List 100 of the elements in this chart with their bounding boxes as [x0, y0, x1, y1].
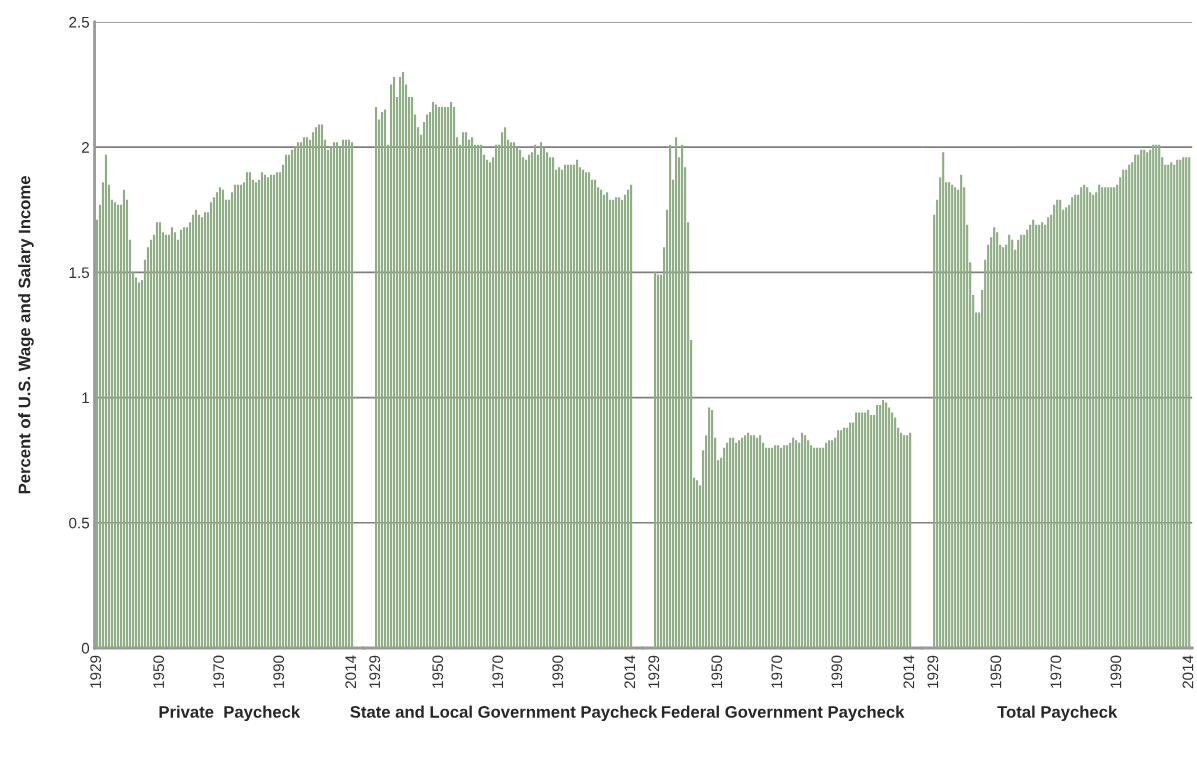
x-axis-title: Federal Government Paycheck [661, 705, 905, 722]
y-tick-label: 0 [81, 642, 90, 654]
bar [434, 104, 438, 648]
bar [1110, 187, 1113, 648]
bar [380, 112, 384, 648]
bar [630, 184, 633, 648]
bar [891, 412, 894, 648]
bar [569, 164, 573, 648]
bar [341, 139, 345, 648]
bar [164, 234, 168, 648]
bar [1173, 164, 1176, 648]
bar [804, 435, 807, 648]
bar [551, 157, 555, 648]
bar [296, 142, 300, 648]
bar [236, 184, 240, 648]
bar [350, 142, 354, 648]
bar [828, 440, 831, 648]
bar [1083, 184, 1086, 648]
bar [284, 154, 288, 648]
bar [1125, 169, 1128, 648]
bar [795, 440, 798, 648]
bar [675, 137, 678, 648]
bar [738, 440, 741, 648]
bar [575, 159, 579, 648]
bar [948, 182, 951, 648]
bar [527, 154, 531, 648]
bar [248, 172, 252, 648]
bar [572, 164, 576, 648]
bar [603, 194, 606, 648]
bar [753, 435, 756, 648]
bar [239, 184, 243, 648]
bar [560, 169, 564, 648]
bar [1074, 194, 1077, 648]
x-tick-label: 1950 [432, 655, 444, 688]
bar [494, 144, 498, 648]
bar [1023, 234, 1026, 648]
bar [1128, 164, 1131, 648]
bar [846, 427, 849, 648]
bar [461, 132, 465, 648]
bar [149, 239, 153, 648]
bar [272, 174, 276, 648]
bar [317, 124, 321, 648]
bar [392, 77, 396, 648]
bar [900, 432, 903, 648]
bar [843, 427, 846, 648]
bar [735, 442, 738, 648]
bar [410, 97, 414, 648]
bar [302, 137, 306, 648]
bar [290, 149, 294, 648]
bar [606, 192, 609, 648]
bar [732, 437, 735, 648]
x-tick-label: 1950 [990, 655, 1002, 688]
bar [245, 172, 249, 648]
bar [621, 199, 624, 648]
bar [182, 227, 186, 648]
x-tick-label: 1970 [1050, 655, 1062, 688]
x-axis-title: Total Paycheck [997, 705, 1118, 722]
x-tick-label: 1990 [831, 655, 843, 688]
x-tick-label: 2014 [345, 655, 357, 689]
x-axis-title: State and Local Government Paycheck [350, 705, 658, 722]
bar [1170, 162, 1173, 648]
bar [449, 102, 453, 648]
bar [539, 142, 543, 648]
bar [254, 182, 258, 648]
bar [584, 172, 588, 648]
bar [723, 447, 726, 648]
bar [1071, 197, 1074, 648]
bar [179, 229, 183, 648]
bar [1056, 199, 1059, 648]
bar [566, 164, 570, 648]
bar [750, 435, 753, 648]
bar [1134, 154, 1137, 648]
bar [437, 107, 441, 648]
x-tick-label: 1929 [927, 655, 939, 688]
x-tick-label: 1990 [273, 655, 285, 688]
bar [951, 184, 954, 648]
bar [305, 137, 309, 648]
bar [669, 144, 672, 648]
bar [726, 442, 729, 648]
bar [263, 174, 267, 648]
bar [122, 189, 126, 648]
bar [942, 152, 945, 648]
x-tick-label: 2014 [1182, 655, 1194, 689]
bar [612, 199, 615, 648]
bar [993, 227, 996, 648]
bar [470, 137, 474, 648]
bar [696, 480, 699, 648]
bar [813, 447, 816, 648]
bar [855, 412, 858, 648]
bar [485, 159, 489, 648]
bar [657, 274, 660, 648]
bar [557, 167, 561, 648]
bar [1149, 149, 1152, 648]
bar [1167, 164, 1170, 648]
x-tick-label: 1929 [90, 655, 102, 688]
bar [1080, 187, 1083, 648]
bar [954, 187, 957, 648]
bar [1053, 204, 1056, 648]
bar [858, 412, 861, 648]
bar [1026, 229, 1029, 648]
